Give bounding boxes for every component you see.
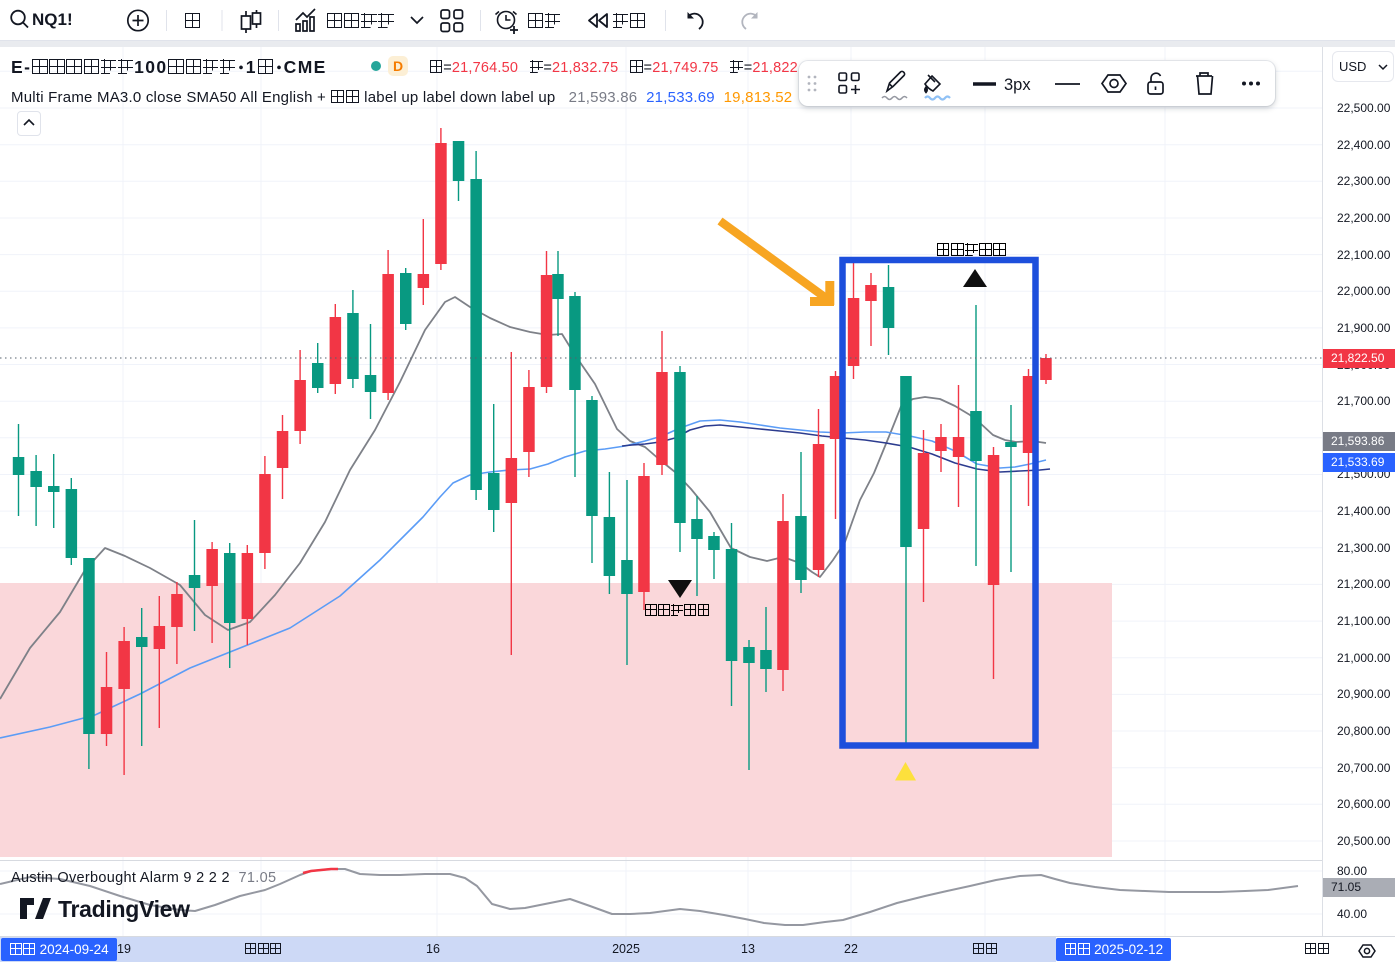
svg-text:TradingView: TradingView bbox=[58, 896, 190, 922]
svg-text:3px: 3px bbox=[1004, 76, 1031, 94]
